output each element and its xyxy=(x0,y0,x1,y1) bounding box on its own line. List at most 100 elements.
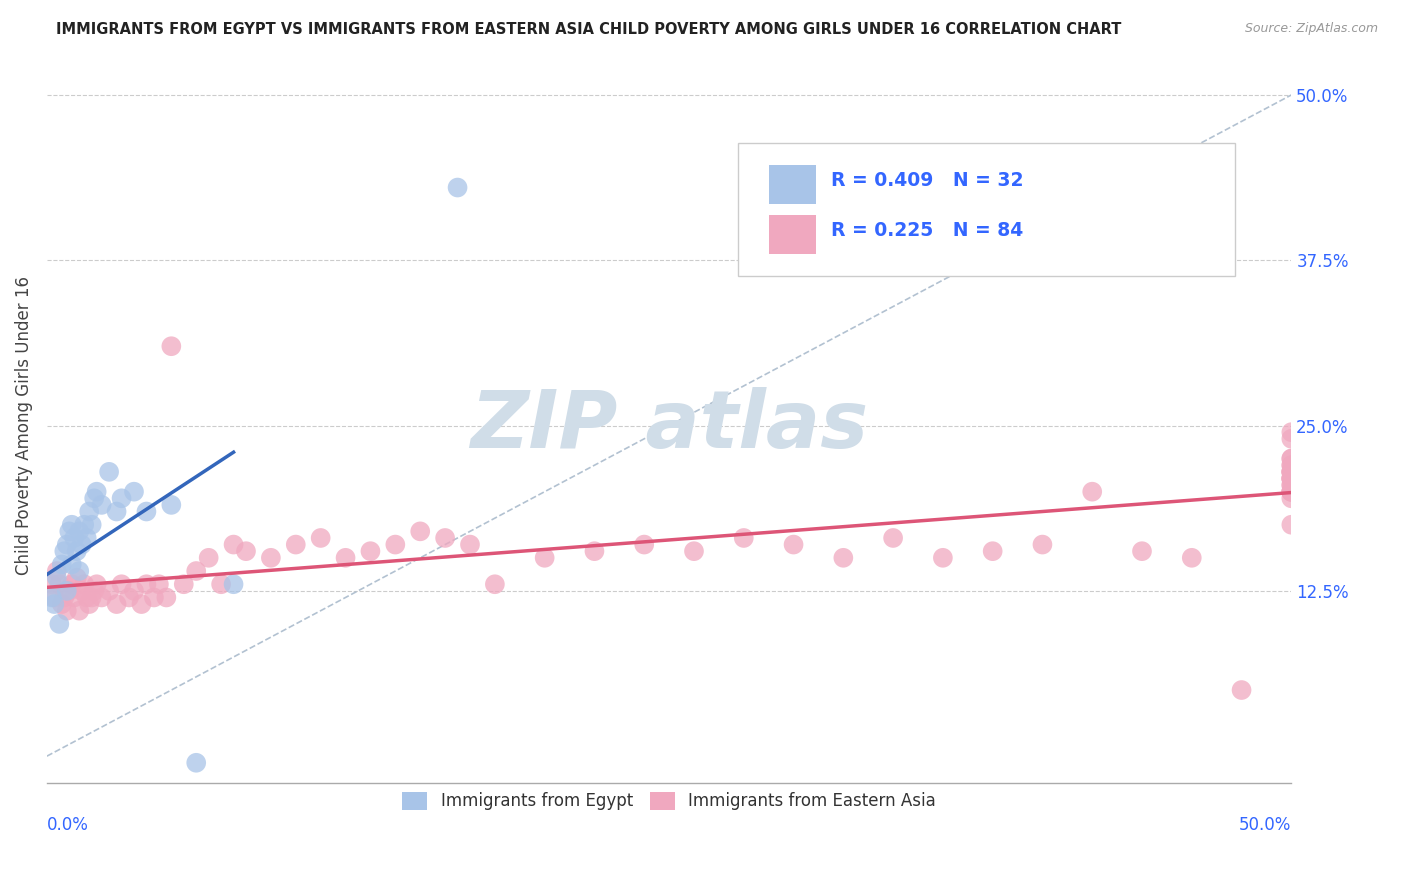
Point xyxy=(60,517,83,532)
Point xyxy=(1230,683,1253,698)
Point xyxy=(105,504,128,518)
Point xyxy=(359,544,381,558)
Point xyxy=(1279,471,1302,485)
Point xyxy=(733,531,755,545)
Point xyxy=(67,604,90,618)
Point xyxy=(1279,471,1302,485)
Point xyxy=(1279,484,1302,499)
Point xyxy=(67,564,90,578)
Point xyxy=(76,531,98,545)
Point xyxy=(67,524,90,539)
Point xyxy=(1279,517,1302,532)
Text: IMMIGRANTS FROM EGYPT VS IMMIGRANTS FROM EASTERN ASIA CHILD POVERTY AMONG GIRLS : IMMIGRANTS FROM EGYPT VS IMMIGRANTS FROM… xyxy=(56,22,1122,37)
Point xyxy=(1279,465,1302,479)
Point xyxy=(1279,465,1302,479)
Point xyxy=(1279,465,1302,479)
Point xyxy=(160,339,183,353)
Point xyxy=(1279,478,1302,492)
Point xyxy=(1279,451,1302,466)
Point xyxy=(70,583,93,598)
Point xyxy=(832,550,855,565)
Point xyxy=(222,538,245,552)
Point xyxy=(1279,478,1302,492)
Legend: Immigrants from Egypt, Immigrants from Eastern Asia: Immigrants from Egypt, Immigrants from E… xyxy=(395,785,942,817)
Point xyxy=(384,538,406,552)
Point xyxy=(98,583,121,598)
Point xyxy=(335,550,357,565)
Text: 0.0%: 0.0% xyxy=(46,815,89,834)
Point xyxy=(533,550,555,565)
Point xyxy=(1279,465,1302,479)
Point xyxy=(683,544,706,558)
Point xyxy=(1279,491,1302,506)
Point xyxy=(48,616,70,631)
FancyBboxPatch shape xyxy=(738,144,1236,276)
Point xyxy=(235,544,257,558)
Point xyxy=(83,583,105,598)
Point xyxy=(434,531,457,545)
Point xyxy=(633,538,655,552)
Point xyxy=(222,577,245,591)
Point xyxy=(58,524,80,539)
Point xyxy=(98,465,121,479)
Point xyxy=(458,538,481,552)
Point xyxy=(1279,484,1302,499)
Point xyxy=(83,491,105,506)
Point xyxy=(63,591,86,605)
Text: Source: ZipAtlas.com: Source: ZipAtlas.com xyxy=(1244,22,1378,36)
Point xyxy=(118,591,141,605)
Point xyxy=(446,180,468,194)
Point xyxy=(73,517,96,532)
Point xyxy=(1130,544,1153,558)
Point xyxy=(583,544,606,558)
Point xyxy=(186,564,208,578)
Point xyxy=(48,577,70,591)
Point xyxy=(409,524,432,539)
Point xyxy=(110,491,132,506)
Point xyxy=(1279,484,1302,499)
Point xyxy=(309,531,332,545)
Point xyxy=(41,577,63,591)
Point xyxy=(209,577,232,591)
Point xyxy=(1279,451,1302,466)
Point xyxy=(66,544,89,558)
Point xyxy=(86,577,108,591)
Point xyxy=(1081,484,1104,499)
Point xyxy=(1279,471,1302,485)
Text: R = 0.225   N = 84: R = 0.225 N = 84 xyxy=(831,221,1024,240)
Point xyxy=(484,577,506,591)
Point xyxy=(86,484,108,499)
Point xyxy=(932,550,955,565)
Point xyxy=(77,597,100,611)
Point xyxy=(44,597,66,611)
Point xyxy=(60,558,83,572)
Point xyxy=(58,583,80,598)
Text: R = 0.409   N = 32: R = 0.409 N = 32 xyxy=(831,171,1024,190)
Y-axis label: Child Poverty Among Girls Under 16: Child Poverty Among Girls Under 16 xyxy=(15,276,32,575)
Point xyxy=(782,538,804,552)
Point xyxy=(1279,458,1302,473)
Point xyxy=(1279,425,1302,439)
Point xyxy=(105,597,128,611)
Point xyxy=(60,577,83,591)
Point xyxy=(122,484,145,499)
Point xyxy=(41,591,63,605)
Point xyxy=(1279,432,1302,446)
Point xyxy=(284,538,307,552)
Point xyxy=(51,597,73,611)
Point xyxy=(155,591,177,605)
Point xyxy=(76,591,98,605)
Point xyxy=(53,591,76,605)
Point xyxy=(80,591,103,605)
Point xyxy=(260,550,283,565)
Point xyxy=(142,591,165,605)
Point xyxy=(66,571,89,585)
Point xyxy=(90,498,112,512)
Point xyxy=(73,577,96,591)
Point xyxy=(122,583,145,598)
Bar xyxy=(769,215,815,254)
Point xyxy=(1031,538,1053,552)
Point xyxy=(1279,458,1302,473)
Point xyxy=(56,538,79,552)
Point xyxy=(135,504,157,518)
